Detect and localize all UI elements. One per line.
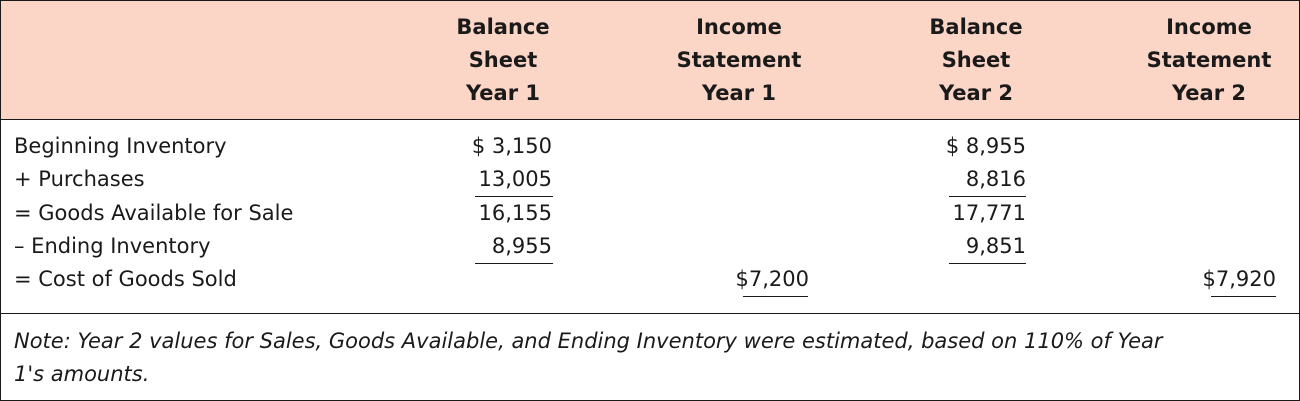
row-label-purchases: + Purchases (14, 167, 145, 191)
bs1-beginning-inventory: $ 3,150 (471, 134, 552, 158)
table-body: Beginning Inventory + Purchases = Goods … (1, 120, 1299, 314)
header-income-statement-year2: Income Statement Year 2 (1146, 15, 1272, 105)
header-balance-sheet-year1: Balance Sheet Year 1 (456, 15, 550, 105)
header-balance-sheet-year2: Balance Sheet Year 2 (929, 15, 1023, 105)
bs2-ending-inventory: 9,851 (965, 234, 1026, 258)
row-label-beginning-inventory: Beginning Inventory (14, 134, 227, 158)
is2-cost-of-goods-sold: $7,920 (1202, 267, 1277, 291)
bs1-ending-inventory-underline (475, 263, 553, 264)
bs1-ending-inventory: 8,955 (491, 234, 552, 258)
row-label-goods-available: = Goods Available for Sale (14, 201, 294, 225)
row-label-cost-of-goods-sold: = Cost of Goods Sold (14, 267, 237, 291)
bs2-beginning-inventory: $ 8,955 (945, 134, 1026, 158)
is1-cost-of-goods-sold: $7,200 (735, 267, 810, 291)
table-header: Balance Sheet Year 1 Income Statement Ye… (1, 1, 1299, 120)
is2-cogs-underline (1211, 296, 1276, 297)
bs2-purchases-underline (949, 196, 1026, 197)
bs2-goods-available: 17,771 (952, 201, 1026, 225)
row-label-ending-inventory: – Ending Inventory (14, 234, 211, 258)
bs1-purchases: 13,005 (478, 167, 552, 191)
bs1-goods-available: 16,155 (478, 201, 552, 225)
bs2-ending-inventory-underline (949, 263, 1026, 264)
is1-cogs-underline (743, 296, 808, 297)
bs2-purchases: 8,816 (965, 167, 1026, 191)
table-note: Note: Year 2 values for Sales, Goods Ava… (14, 329, 1163, 386)
bs1-purchases-underline (475, 196, 553, 197)
header-income-statement-year1: Income Statement Year 1 (676, 15, 802, 105)
